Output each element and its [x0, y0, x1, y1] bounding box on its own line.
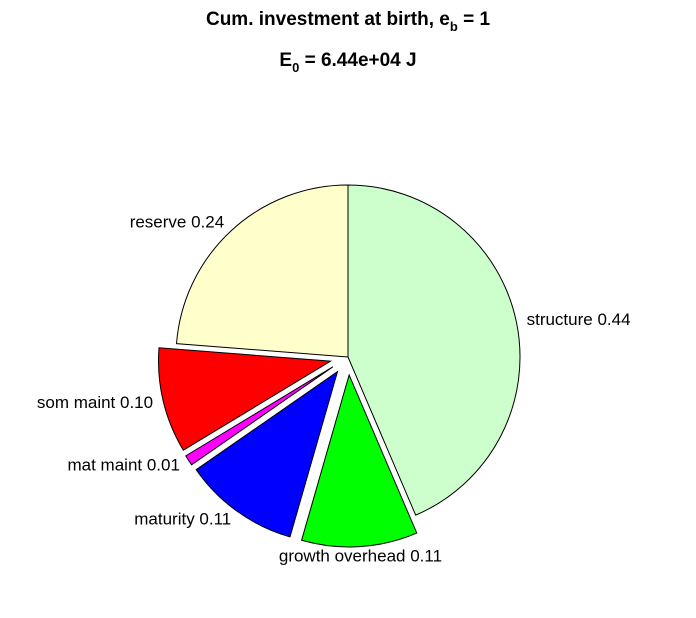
- pie-slices: [158, 184, 521, 548]
- pie-slice-reserve: [175, 184, 349, 358]
- chart-title-line1: Cum. investment at birth, eb = 1: [206, 9, 490, 34]
- pie-slice-growth-overhead: [300, 373, 418, 548]
- pie-label-structure: structure 0.44: [527, 310, 631, 329]
- pie-label-reserve: reserve 0.24: [130, 213, 225, 232]
- pie-label-growth-overhead: growth overhead 0.11: [279, 546, 442, 565]
- pie-slice-structure: [347, 184, 521, 516]
- chart-title-line2: E0 = 6.44e+04 J: [279, 50, 416, 75]
- pie-label-mat-maint: mat maint 0.01: [67, 455, 179, 474]
- pie-label-som-maint: som maint 0.10: [37, 393, 153, 412]
- pie-slice-mat-maint: [185, 366, 334, 466]
- pie-slice-som-maint: [158, 347, 333, 451]
- pie-slice-maturity: [195, 370, 339, 538]
- pie-label-maturity: maturity 0.11: [134, 509, 231, 528]
- pie-labels: structure 0.44 growth overhead 0.11 maturi…: [37, 213, 631, 566]
